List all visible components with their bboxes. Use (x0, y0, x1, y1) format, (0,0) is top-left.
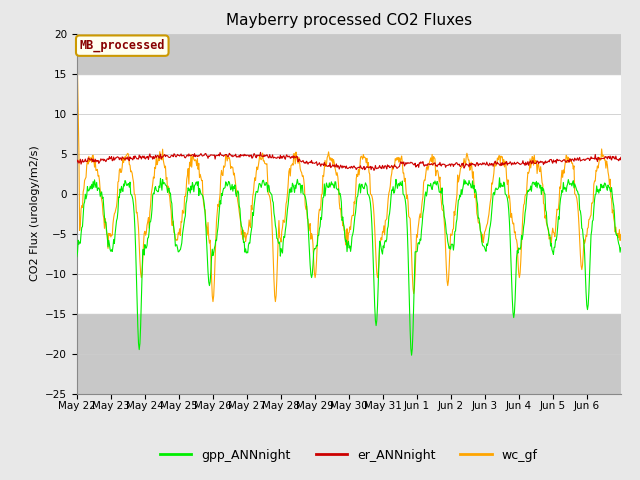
Text: MB_processed: MB_processed (79, 39, 165, 52)
Title: Mayberry processed CO2 Fluxes: Mayberry processed CO2 Fluxes (226, 13, 472, 28)
Bar (77, 313, 621, 394)
Legend: gpp_ANNnight, er_ANNnight, wc_gf: gpp_ANNnight, er_ANNnight, wc_gf (155, 444, 543, 467)
Bar (77, 34, 621, 73)
Y-axis label: CO2 Flux (urology/m2/s): CO2 Flux (urology/m2/s) (29, 146, 40, 281)
